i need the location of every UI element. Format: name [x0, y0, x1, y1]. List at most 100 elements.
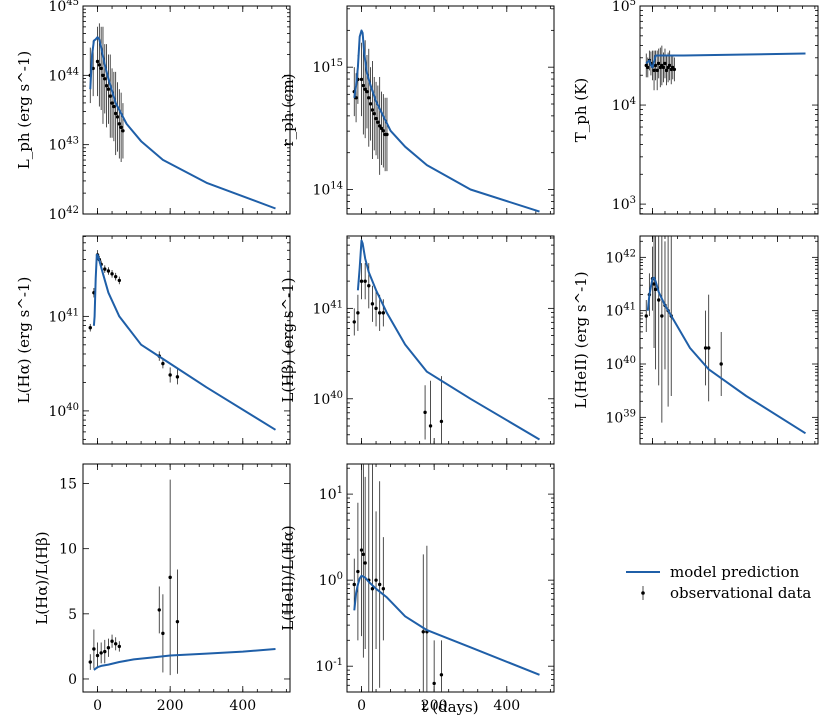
data-point — [106, 646, 111, 650]
data-point — [113, 111, 118, 116]
model-line — [356, 239, 541, 441]
y-tick-label: 10-1 — [315, 657, 343, 675]
model-line — [646, 276, 807, 435]
data-point — [103, 267, 107, 271]
y-tick-label: 105 — [612, 0, 636, 15]
data-point — [667, 63, 672, 68]
data-point — [376, 120, 380, 124]
data-point — [101, 73, 105, 78]
data-point — [377, 582, 382, 587]
data-point — [372, 111, 376, 116]
y-tick-label: 103 — [612, 195, 636, 213]
data-point — [663, 61, 667, 66]
panel-L_Hb: 1040 1041 L(Hβ) (erg s^-1) — [279, 235, 555, 445]
data-point — [117, 278, 122, 283]
data-point — [657, 298, 661, 302]
data-point — [161, 631, 165, 636]
plot-frame — [82, 235, 291, 445]
data-point — [99, 651, 103, 655]
data-point — [365, 89, 369, 94]
data-point — [95, 59, 100, 64]
data-point — [106, 87, 111, 91]
data-point — [103, 649, 107, 654]
plot-frame — [82, 5, 291, 215]
data-point — [374, 116, 378, 121]
data-point — [352, 582, 356, 587]
data-point — [361, 552, 366, 557]
data-point — [363, 561, 367, 565]
y-tick-label: 1014 — [312, 181, 343, 199]
data-point — [175, 619, 180, 624]
data-point — [653, 63, 658, 68]
plot-frame — [346, 235, 555, 445]
data-point — [356, 311, 360, 315]
data-point — [672, 67, 677, 72]
y-tick-label: 0 — [68, 672, 77, 688]
y-tick-label: 1041 — [48, 307, 79, 325]
data-point — [363, 87, 367, 91]
y-tick-label: 1040 — [48, 402, 79, 420]
y-tick-label: 1040 — [605, 355, 636, 373]
panel-L_HeII: 1039 1040 1041 1042 L(HeII) (erg s^-1) — [572, 235, 819, 445]
plot-frame — [639, 5, 819, 215]
legend-data-label: observational data — [670, 584, 811, 602]
data-point — [374, 306, 378, 311]
data-point — [88, 326, 92, 330]
x-tick-label: 400 — [229, 698, 256, 714]
y-axis-label: L(Hα)/L(Hβ) — [33, 531, 51, 624]
panel-ratio_HeII_Ha: 0 200 400 10-1 100 101 L(HeII)/L(Hα) — [279, 463, 555, 714]
y-axis-label: L(HeII) (erg s^-1) — [572, 271, 590, 408]
data-point — [368, 102, 373, 106]
model-line — [92, 253, 277, 431]
x-tick-label: 0 — [357, 698, 366, 714]
x-tick-label: 0 — [93, 698, 102, 714]
data-point — [168, 575, 172, 580]
data-point — [119, 125, 123, 130]
y-tick-label: 104 — [612, 96, 636, 114]
data-point — [439, 673, 444, 677]
data-point — [653, 287, 658, 292]
data-point — [707, 346, 711, 350]
data-point — [655, 68, 659, 73]
data-point — [646, 65, 650, 70]
model-line — [353, 29, 540, 213]
data-point — [370, 587, 375, 591]
y-axis-label: L(HeII)/L(Hα) — [279, 525, 297, 630]
data-point — [363, 279, 367, 283]
data-point — [370, 302, 375, 306]
y-tick-label: 1044 — [48, 66, 79, 84]
data-point — [374, 578, 378, 582]
data-point — [439, 419, 444, 424]
model-line — [645, 52, 806, 69]
data-point — [99, 66, 103, 71]
data-point — [115, 115, 120, 119]
data-point — [121, 129, 125, 133]
data-point — [377, 311, 382, 315]
data-point — [161, 361, 165, 366]
data-point — [359, 548, 364, 552]
data-point — [157, 608, 161, 612]
panel-L_Ha: 1040 1041 L(Hα) (erg s^-1) — [15, 235, 291, 445]
data-point — [108, 94, 112, 98]
data-point — [428, 424, 433, 428]
panel-ratio_Ha_Hb: 0 200 400 0 5 10 15 L(Hα)/L(Hβ) — [33, 463, 291, 714]
data-point — [110, 272, 114, 276]
model-line — [89, 36, 276, 210]
legend-data-swatch — [641, 591, 645, 595]
data-point — [117, 644, 122, 649]
y-tick-label: 100 — [319, 571, 343, 589]
plot-frame — [346, 5, 555, 215]
data-point — [379, 126, 384, 131]
y-axis-label: L(Hβ) (erg s^-1) — [279, 277, 297, 402]
plot-frame — [346, 463, 555, 693]
y-tick-label: 1042 — [605, 248, 636, 266]
data-point — [356, 569, 360, 574]
data-point — [657, 61, 661, 66]
data-point — [367, 284, 371, 288]
data-point — [385, 132, 389, 137]
data-point — [113, 642, 118, 646]
data-point — [92, 647, 96, 651]
data-point — [652, 68, 656, 73]
y-tick-label: 101 — [319, 485, 343, 503]
